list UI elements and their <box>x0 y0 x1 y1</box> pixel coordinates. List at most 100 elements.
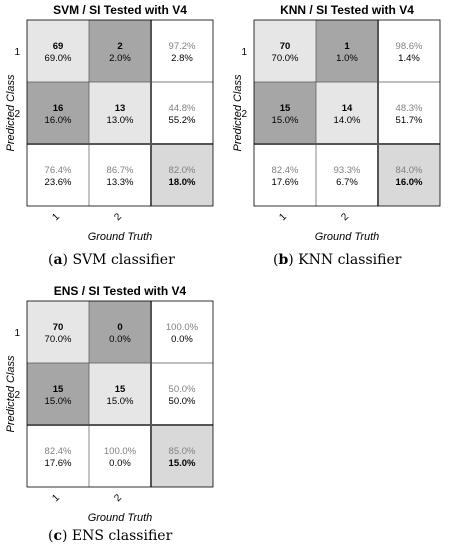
confusion-matrix-ens: ENS / SI Tested with V4 70 70.0% 0 0.0% 100.0… <box>2 281 217 551</box>
matrix-cell <box>316 20 378 82</box>
col-summary-cell <box>316 144 378 206</box>
col-tick-label: 2 <box>112 211 124 223</box>
cell-count: 0 <box>117 322 122 333</box>
cell-percent: 14.0% <box>334 115 361 126</box>
cell-percent: 70.0% <box>272 53 299 64</box>
row-summary-cell <box>151 20 213 82</box>
cell-percent: 15.0% <box>107 396 134 407</box>
col-error: 17.6% <box>272 177 299 188</box>
matrix-border <box>26 300 214 488</box>
matrix-cell <box>27 363 89 425</box>
cell-percent: 1.0% <box>336 53 358 64</box>
matrix-cell <box>316 82 378 144</box>
matrix-cell <box>254 82 316 144</box>
chart-title: KNN / SI Tested with V4 <box>280 3 414 17</box>
row-summary-cell <box>151 82 213 144</box>
cell-count: 2 <box>117 41 122 52</box>
col-recall: 93.3% <box>334 165 361 176</box>
caption-text: KNN classifier <box>293 252 402 268</box>
caption-knn: (b) KNN classifier <box>273 252 401 268</box>
row-precision: 50.0% <box>169 384 196 395</box>
row-tick-label: 1 <box>241 47 247 58</box>
row-tick-label: 2 <box>241 109 247 120</box>
row-summary-cell <box>151 363 213 425</box>
x-axis-label: Ground Truth <box>88 512 153 524</box>
col-summary-cell <box>89 144 151 206</box>
overall-accuracy: 84.0% <box>396 165 423 176</box>
overall-cell <box>151 425 213 487</box>
cell-count: 15 <box>280 103 291 114</box>
row-tick-label: 1 <box>14 47 20 58</box>
cell-percent: 15.0% <box>45 396 72 407</box>
cell-percent: 0.0% <box>109 334 131 345</box>
overall-cell <box>378 144 440 206</box>
row-summary-cell <box>151 301 213 363</box>
cell-percent: 13.0% <box>107 115 134 126</box>
cell-count: 16 <box>53 103 64 114</box>
col-tick-label: 1 <box>50 492 62 504</box>
cell-count: 70 <box>53 322 64 333</box>
row-precision: 44.8% <box>169 103 196 114</box>
overall-error: 15.0% <box>169 458 196 469</box>
cell-percent: 16.0% <box>45 115 72 126</box>
col-summary-cell <box>89 425 151 487</box>
col-error: 6.7% <box>336 177 358 188</box>
col-error: 13.3% <box>107 177 134 188</box>
cell-percent: 69.0% <box>45 53 72 64</box>
row-precision: 98.6% <box>396 41 423 52</box>
overall-error: 18.0% <box>169 177 196 188</box>
overall-cell <box>151 144 213 206</box>
chart-title: SVM / SI Tested with V4 <box>53 3 187 17</box>
row-precision: 100.0% <box>166 322 199 333</box>
matrix-cell <box>89 82 151 144</box>
caption-text: SVM classifier <box>68 252 175 268</box>
y-axis-label: Predicted Class <box>5 355 17 433</box>
overall-error: 16.0% <box>396 177 423 188</box>
col-summary-cell <box>254 144 316 206</box>
row-summary-cell <box>378 82 440 144</box>
x-axis-label: Ground Truth <box>315 231 380 243</box>
row-summary-cell <box>378 20 440 82</box>
row-error: 51.7% <box>396 115 423 126</box>
col-error: 23.6% <box>45 177 72 188</box>
confusion-matrix-svg: ENS / SI Tested with V47070.0%00.0%100.0… <box>5 284 214 524</box>
row-error: 1.4% <box>398 53 420 64</box>
caption-letter: (b) <box>273 252 294 268</box>
matrix-cell <box>27 301 89 363</box>
row-error: 55.2% <box>169 115 196 126</box>
matrix-cell <box>254 20 316 82</box>
caption-letter: (c) <box>48 528 68 544</box>
col-recall: 76.4% <box>45 165 72 176</box>
col-tick-label: 1 <box>277 211 289 223</box>
row-tick-label: 1 <box>14 328 20 339</box>
overall-accuracy: 82.0% <box>169 165 196 176</box>
col-error: 17.6% <box>45 458 72 469</box>
cell-count: 70 <box>280 41 291 52</box>
col-tick-label: 2 <box>112 492 124 504</box>
cell-count: 15 <box>115 384 126 395</box>
col-recall: 86.7% <box>107 165 134 176</box>
overall-accuracy: 85.0% <box>169 446 196 457</box>
cell-count: 13 <box>115 103 126 114</box>
caption-svm: (a) SVM classifier <box>48 252 175 268</box>
cell-count: 15 <box>53 384 64 395</box>
confusion-matrix-svg: SVM / SI Tested with V46969.0%22.0%97.2%… <box>5 3 214 243</box>
caption-ens: (c) ENS classifier <box>48 528 172 544</box>
matrix-cell <box>89 301 151 363</box>
cell-count: 14 <box>342 103 353 114</box>
col-summary-cell <box>27 144 89 206</box>
col-tick-label: 2 <box>339 211 351 223</box>
confusion-matrix-knn: KNN / SI Tested with V4 70 70.0% 1 1.0% 98.6%… <box>229 0 444 270</box>
row-tick-label: 2 <box>14 109 20 120</box>
matrix-cell <box>27 82 89 144</box>
cell-percent: 2.0% <box>109 53 131 64</box>
y-axis-label: Predicted Class <box>232 74 244 152</box>
col-summary-cell <box>27 425 89 487</box>
col-tick-label: 1 <box>50 211 62 223</box>
col-recall: 82.4% <box>272 165 299 176</box>
matrix-border <box>253 19 441 207</box>
y-axis-label: Predicted Class <box>5 74 17 152</box>
cell-count: 69 <box>53 41 64 52</box>
matrix-cell <box>89 20 151 82</box>
row-tick-label: 2 <box>14 390 20 401</box>
